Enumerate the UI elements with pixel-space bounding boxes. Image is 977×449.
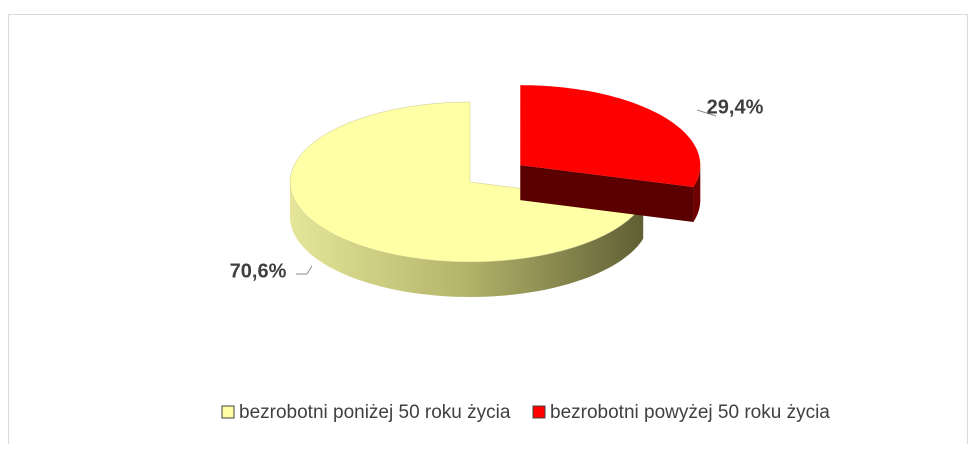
- slice-face: [520, 165, 694, 222]
- data-label: 70,6%: [230, 260, 287, 282]
- slice: [520, 85, 701, 187]
- slice-side: [693, 165, 701, 222]
- leader-line: [696, 109, 717, 117]
- leader-line: [296, 265, 313, 275]
- slice: [289, 101, 644, 263]
- legend-label: bezrobotni poniżej 50 roku życia: [239, 402, 511, 423]
- slice-side: [290, 182, 644, 297]
- data-label: 29,4%: [707, 96, 764, 118]
- legend-swatch: [532, 405, 546, 419]
- legend-label: bezrobotni powyżej 50 roku życia: [550, 402, 830, 423]
- legend-swatch: [221, 405, 235, 419]
